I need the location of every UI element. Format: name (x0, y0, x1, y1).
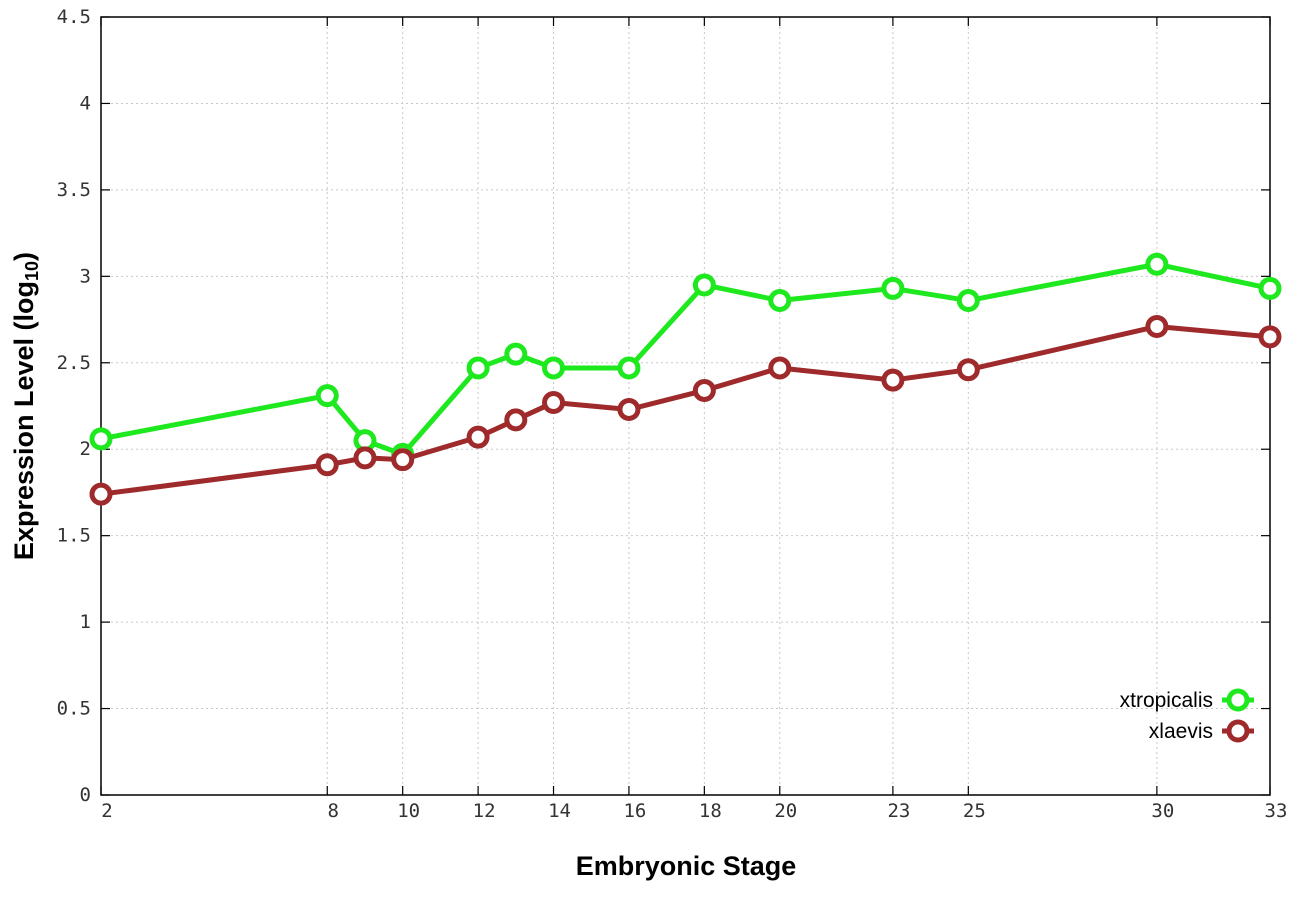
data-point-xlaevis (768, 356, 792, 380)
data-point-xtropicalis (692, 273, 716, 297)
data-point-xlaevis (1145, 314, 1169, 338)
data-point-xtropicalis (466, 356, 490, 380)
x-tick-label: 18 (699, 800, 722, 822)
y-tick-label: 3.5 (57, 179, 91, 201)
data-point-xlaevis (466, 425, 490, 449)
data-point-xtropicalis (768, 289, 792, 313)
data-point-xtropicalis (1145, 252, 1169, 276)
data-point-xtropicalis (956, 289, 980, 313)
x-tick-label: 25 (963, 800, 986, 822)
data-point-xtropicalis (315, 384, 339, 408)
data-point-xtropicalis (89, 427, 113, 451)
y-axis-title: Expression Level (log10) (9, 252, 42, 560)
legend: xtropicalis xlaevis (1120, 688, 1254, 743)
series-line-xlaevis (100, 323, 1271, 497)
y-tick-label: 0 (80, 784, 91, 806)
y-tick-label: 3 (80, 265, 91, 287)
y-tick-label: 4.5 (57, 6, 91, 28)
plot-frame (100, 16, 1271, 796)
data-point-xlaevis (315, 453, 339, 477)
data-point-xlaevis (89, 482, 113, 506)
x-tick-label: 14 (548, 800, 571, 822)
x-tick-label: 30 (1151, 800, 1174, 822)
x-tick-label: 33 (1265, 800, 1288, 822)
legend-entry-xlaevis: xlaevis (1149, 719, 1254, 743)
data-point-xlaevis (504, 408, 528, 432)
data-point-xlaevis (692, 378, 716, 402)
data-point-xtropicalis (617, 356, 641, 380)
data-point-xtropicalis (504, 342, 528, 366)
y-tick-label: 2.5 (57, 352, 91, 374)
y-tick-label: 4 (80, 92, 91, 114)
legend-entry-xtropicalis: xtropicalis (1120, 688, 1254, 712)
x-tick-label: 23 (887, 800, 910, 822)
data-point-xlaevis (542, 391, 566, 415)
x-tick-label: 20 (774, 800, 797, 822)
x-tick-label: 8 (328, 800, 339, 822)
legend-marker-xtropicalis (1226, 688, 1250, 712)
data-point-xlaevis (353, 446, 377, 470)
legend-label-xlaevis: xlaevis (1149, 720, 1213, 743)
data-point-xlaevis (956, 358, 980, 382)
y-tick-label: 0.5 (57, 698, 91, 720)
data-point-xtropicalis (1258, 276, 1282, 300)
x-tick-label: 10 (397, 800, 420, 822)
data-point-xlaevis (617, 397, 641, 421)
data-point-xlaevis (391, 448, 415, 472)
series-layer (89, 252, 1282, 506)
y-tick-label: 1 (80, 611, 91, 633)
y-axis-title-main: Expression Level (log (9, 281, 39, 560)
legend-marker-xlaevis (1226, 719, 1250, 743)
x-tick-label: 2 (101, 800, 112, 822)
data-point-xtropicalis (542, 356, 566, 380)
series-xlaevis (89, 314, 1282, 506)
x-axis-title: Embryonic Stage (576, 851, 797, 881)
y-tick-label: 2 (80, 438, 91, 460)
axis-ticks: 0 0.5 1 1.5 2 2.5 3 3.5 4 4.5 2 8 10 12 14 16 18 20 23 25 30… (57, 6, 1288, 822)
data-point-xlaevis (881, 368, 905, 392)
y-axis-title-subscript: 10 (22, 261, 42, 281)
y-tick-label: 1.5 (57, 525, 91, 547)
x-tick-label: 16 (623, 800, 646, 822)
x-tick-label: 12 (473, 800, 496, 822)
data-point-xlaevis (1258, 325, 1282, 349)
series-line-xtropicalis (100, 261, 1271, 457)
data-point-xtropicalis (881, 276, 905, 300)
series-xtropicalis (89, 252, 1282, 466)
legend-label-xtropicalis: xtropicalis (1120, 689, 1213, 712)
y-axis-title-close: ) (9, 252, 39, 261)
